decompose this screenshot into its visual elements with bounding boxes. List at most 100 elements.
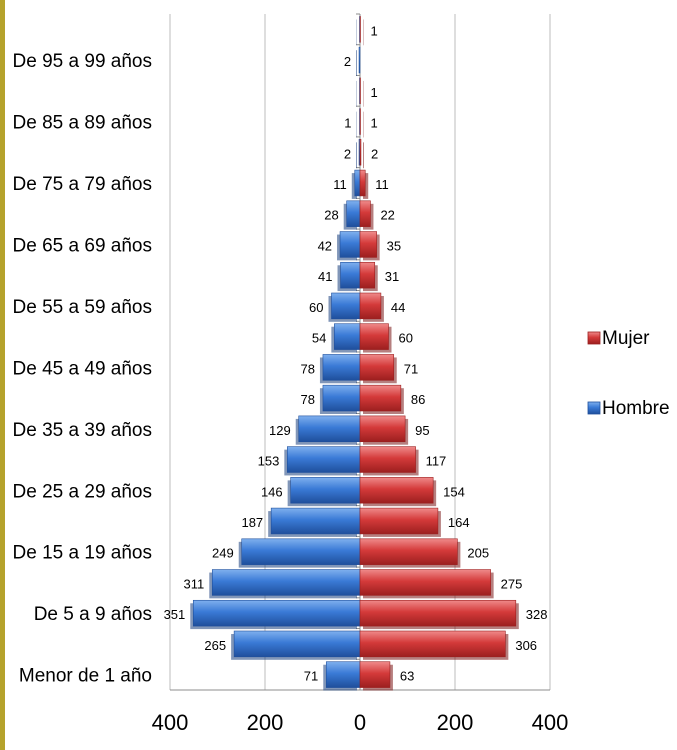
data-label-mujer: 31 <box>385 269 399 284</box>
bar-mujer <box>359 384 402 412</box>
bar-hombre <box>358 46 361 74</box>
data-label-hombre: 60 <box>309 300 323 315</box>
bar-hombre <box>346 200 361 227</box>
bar-mujer <box>359 323 389 350</box>
bar-hombre <box>354 169 361 197</box>
category-label: De 95 a 99 años <box>13 51 152 72</box>
category-label: De 75 a 79 años <box>13 174 152 195</box>
bar-mujer <box>359 169 366 197</box>
data-label-hombre: 41 <box>318 269 332 284</box>
data-label-mujer: 86 <box>411 392 425 407</box>
bar-hombre <box>270 507 361 535</box>
data-label-hombre: 265 <box>204 638 226 653</box>
data-label-mujer: 328 <box>526 607 548 622</box>
data-label-hombre: 2 <box>344 54 351 69</box>
frame-accent-bar <box>0 0 5 750</box>
bar-hombre <box>325 661 361 688</box>
bar-mujer <box>359 477 434 504</box>
legend-swatch-mujer <box>587 331 601 345</box>
bar-hombre <box>331 292 361 320</box>
bar-hombre <box>233 630 361 658</box>
bar-mujer <box>359 538 458 565</box>
data-label-hombre: 28 <box>324 208 338 223</box>
labels-layer: 400 200 0 200 400 Menor de 1 año De 5 a 9 años… <box>13 23 569 735</box>
bar-mujer <box>359 630 506 658</box>
bar-mujer <box>359 569 491 596</box>
data-label-mujer: 154 <box>443 484 465 499</box>
data-label-mujer: 44 <box>391 300 405 315</box>
data-label-mujer: 275 <box>501 576 523 591</box>
data-label-mujer: 11 <box>375 177 389 192</box>
bar-mujer <box>359 292 382 320</box>
category-label: Menor de 1 año <box>19 666 152 687</box>
data-label-mujer: 306 <box>515 638 537 653</box>
data-label-mujer: 117 <box>426 454 447 469</box>
bar-mujer <box>359 261 376 289</box>
data-label-hombre: 249 <box>212 546 234 561</box>
data-label-hombre: 11 <box>333 177 347 192</box>
data-label-hombre: 146 <box>261 484 283 499</box>
data-label-mujer: 1 <box>370 23 377 38</box>
bars-layer <box>190 16 519 691</box>
legend-swatch-hombre <box>587 401 601 415</box>
bar-hombre <box>340 261 361 289</box>
x-tick-label: 200 <box>247 710 284 735</box>
category-label: De 5 a 9 años <box>34 604 152 625</box>
data-label-mujer: 1 <box>370 116 377 131</box>
data-label-hombre: 187 <box>241 515 263 530</box>
bar-mujer <box>359 354 395 381</box>
bar-hombre <box>211 569 361 596</box>
x-tick-label: 200 <box>437 710 474 735</box>
bar-mujer <box>359 661 391 688</box>
bar-hombre <box>241 538 361 565</box>
bar-shadow <box>351 173 357 199</box>
bar-mujer <box>359 415 406 443</box>
data-label-hombre: 1 <box>344 116 351 131</box>
bar-mujer <box>359 200 371 227</box>
bar-hombre <box>290 477 361 504</box>
data-label-mujer: 1 <box>370 85 377 100</box>
x-tick-label: 400 <box>532 710 569 735</box>
data-label-mujer: 35 <box>387 238 401 253</box>
category-label: De 15 a 19 años <box>13 543 152 564</box>
category-label: De 35 a 39 años <box>13 420 152 441</box>
bar-shadow <box>356 50 357 76</box>
bar-mujer <box>359 231 377 258</box>
data-label-mujer: 60 <box>399 331 413 346</box>
bar-hombre <box>298 415 361 443</box>
bar-shadow <box>363 173 369 199</box>
data-label-mujer: 164 <box>448 515 470 530</box>
category-label: De 85 a 89 años <box>13 113 152 134</box>
data-label-hombre: 71 <box>304 669 318 684</box>
bar-mujer <box>359 507 439 535</box>
data-label-mujer: 22 <box>380 208 394 223</box>
data-label-hombre: 78 <box>300 392 314 407</box>
data-label-hombre: 78 <box>300 361 314 376</box>
bar-mujer <box>359 139 362 166</box>
data-label-mujer: 95 <box>415 423 429 438</box>
data-label-mujer: 63 <box>400 669 414 684</box>
data-label-mujer: 2 <box>371 146 378 161</box>
x-tick-label: 400 <box>152 710 189 735</box>
data-label-hombre: 54 <box>312 331 326 346</box>
bar-hombre <box>192 599 361 627</box>
bar-shadow <box>363 142 364 169</box>
bar-mujer <box>359 446 416 473</box>
bar-hombre <box>339 231 361 258</box>
data-label-hombre: 153 <box>258 454 280 469</box>
data-label-mujer: 71 <box>404 361 418 376</box>
bar-hombre <box>334 323 361 350</box>
category-label: De 45 a 49 años <box>13 358 152 379</box>
bar-hombre <box>322 354 361 381</box>
data-label-hombre: 42 <box>318 238 332 253</box>
category-label: De 25 a 29 años <box>13 481 152 502</box>
data-label-hombre: 2 <box>344 146 351 161</box>
bar-hombre <box>322 384 361 412</box>
data-label-mujer: 205 <box>467 546 489 561</box>
x-tick-label: 0 <box>354 710 366 735</box>
bar-hombre <box>287 446 361 473</box>
category-label: De 55 a 59 años <box>13 297 152 318</box>
category-label: De 65 a 69 años <box>13 235 152 256</box>
legend-label-hombre: Hombre <box>602 398 670 419</box>
bar-mujer <box>359 599 517 627</box>
